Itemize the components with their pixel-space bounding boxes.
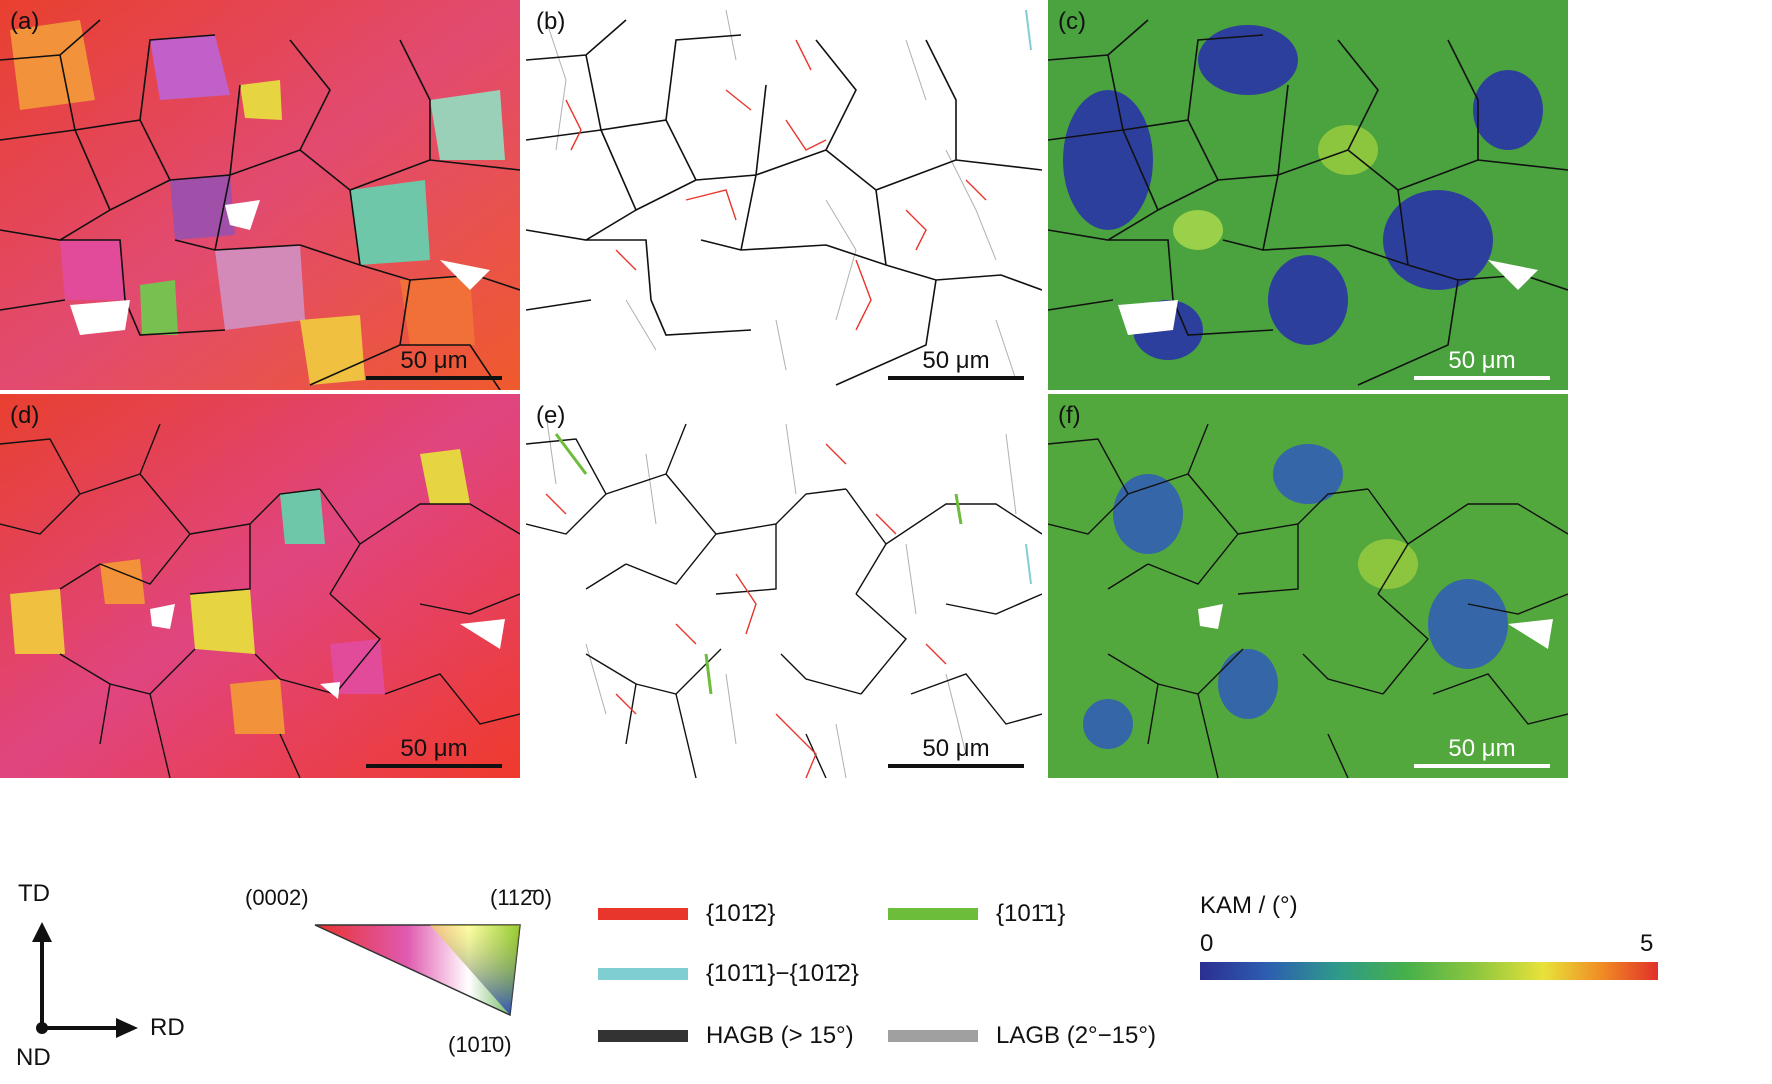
scale-bar-label: 50 μm (400, 735, 468, 762)
scale-bar-line (366, 764, 502, 768)
legend-swatch (598, 1030, 688, 1042)
scale-bar: 50 μm (366, 348, 502, 380)
scale-bar-label: 50 μm (1448, 347, 1516, 374)
panel-c-kam-map: (c) 50 μm (1048, 0, 1568, 390)
scale-bar-line (366, 376, 502, 380)
panel-b-boundary-map: (b) 50 μm (526, 0, 1042, 390)
scale-bar-label: 50 μm (922, 347, 990, 374)
scale-bar-label: 50 μm (922, 735, 990, 762)
scale-bar-line (1414, 764, 1550, 768)
panel-label: (f) (1058, 402, 1081, 429)
ipf-label-1120: (112̄0) (490, 885, 552, 910)
scale-bar-label: 50 μm (400, 347, 468, 374)
ipf-label-0002: (0002) (245, 885, 309, 910)
panel-a-ipf-map: (a) 50 μm (0, 0, 520, 390)
scale-bar: 50 μm (888, 348, 1024, 380)
panel-label: (b) (536, 8, 566, 35)
legend-label: HAGB (> 15°) (706, 1022, 854, 1049)
kam-title: KAM / (°) (1200, 892, 1298, 919)
kam-map-image (1048, 394, 1568, 778)
nd-label: ND (16, 1044, 51, 1071)
scale-bar-label: 50 μm (1448, 735, 1516, 762)
td-label: TD (18, 880, 50, 907)
scale-bar: 50 μm (888, 736, 1024, 768)
legend-label: {101̄1} (996, 900, 1066, 927)
boundary-map-image (526, 394, 1042, 778)
scale-bar: 50 μm (366, 736, 502, 768)
kam-map-image (1048, 0, 1568, 390)
panel-d-ipf-map: (d) 50 μm (0, 394, 520, 778)
rd-label: RD (150, 1014, 185, 1041)
legend-twin-1012: {101̄2} (598, 900, 775, 928)
panel-label: (a) (10, 8, 40, 35)
panel-e-boundary-map: (e) 50 μm (526, 394, 1042, 778)
legend-hagb: HAGB (> 15°) (598, 1022, 854, 1050)
ipf-triangle-legend (314, 924, 521, 1017)
legend-label: LAGB (2°−15°) (996, 1022, 1156, 1049)
panel-f-kam-map: (f) 50 μm (1048, 394, 1568, 778)
legend-label: {101̄2} (706, 900, 776, 927)
panel-label: (d) (10, 402, 40, 429)
axes-arrows-icon (32, 922, 138, 1038)
scale-bar: 50 μm (1414, 736, 1550, 768)
legend-lagb: LAGB (2°−15°) (888, 1022, 1156, 1050)
legend-swatch (888, 1030, 978, 1042)
legend-double-twin: {101̄1}−{101̄2} (598, 960, 859, 988)
legend-swatch (888, 908, 978, 920)
legend-twin-1011: {101̄1} (888, 900, 1065, 928)
ipf-label-1010: (101̄0) (448, 1032, 512, 1057)
legend-label: {101̄1}−{101̄2} (706, 960, 859, 987)
boundary-map-image (526, 0, 1042, 390)
kam-colorbar (1200, 962, 1658, 980)
scale-bar-line (888, 376, 1024, 380)
kam-min-label: 0 (1200, 930, 1214, 957)
panel-label: (e) (536, 402, 566, 429)
scale-bar-line (1414, 376, 1550, 380)
ipf-map-image (0, 0, 520, 390)
legend-swatch (598, 908, 688, 920)
scale-bar-line (888, 764, 1024, 768)
scale-bar: 50 μm (1414, 348, 1550, 380)
legend-swatch (598, 968, 688, 980)
panel-label: (c) (1058, 8, 1086, 35)
ipf-map-image (0, 394, 520, 778)
kam-max-label: 5 (1640, 930, 1654, 957)
